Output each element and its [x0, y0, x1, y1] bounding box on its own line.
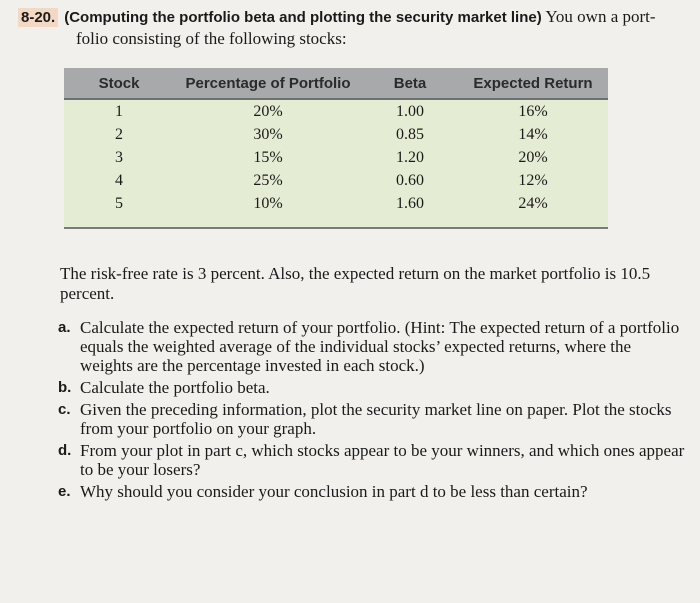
cell-beta: 0.60 — [362, 169, 458, 192]
cell-beta: 1.00 — [362, 99, 458, 123]
question-label: e. — [58, 483, 71, 500]
cell-beta: 1.20 — [362, 146, 458, 169]
question-label: a. — [58, 319, 71, 336]
question-text: Why should you consider your conclusion … — [80, 482, 588, 501]
cell-expected-return: 20% — [458, 146, 608, 169]
question-b: b. Calculate the portfolio beta. — [58, 378, 688, 397]
question-text: Calculate the expected return of your po… — [80, 318, 680, 375]
question-c: c. Given the preceding information, plot… — [58, 400, 688, 438]
table-row: 3 15% 1.20 20% — [64, 146, 608, 169]
table-row: 1 20% 1.00 16% — [64, 99, 608, 123]
question-text: From your plot in part c, which stocks a… — [80, 441, 685, 479]
cell-stock: 4 — [64, 169, 174, 192]
column-header-expected-return: Expected Return — [458, 68, 608, 100]
question-text: Given the preceding information, plot th… — [80, 400, 672, 438]
table-row: 2 30% 0.85 14% — [64, 123, 608, 146]
cell-percentage: 10% — [174, 192, 362, 229]
cell-expected-return: 12% — [458, 169, 608, 192]
cell-beta: 1.60 — [362, 192, 458, 229]
cell-stock: 3 — [64, 146, 174, 169]
cell-percentage: 25% — [174, 169, 362, 192]
column-header-beta: Beta — [362, 68, 458, 100]
question-text: Calculate the portfolio beta. — [80, 378, 270, 397]
cell-stock: 2 — [64, 123, 174, 146]
problem-heading-line: 8-20. (Computing the portfolio beta and p… — [18, 6, 688, 28]
cell-expected-return: 14% — [458, 123, 608, 146]
cell-beta: 0.85 — [362, 123, 458, 146]
problem-number: 8-20. — [18, 8, 59, 27]
table-row: 4 25% 0.60 12% — [64, 169, 608, 192]
problem-header: 8-20. (Computing the portfolio beta and p… — [18, 6, 688, 49]
problem-intro-line1: You own a port- — [545, 7, 656, 26]
question-list: a. Calculate the expected return of your… — [58, 318, 688, 504]
table-header-row: Stock Percentage of Portfolio Beta Expec… — [64, 68, 608, 100]
cell-percentage: 20% — [174, 99, 362, 123]
cell-stock: 1 — [64, 99, 174, 123]
cell-expected-return: 16% — [458, 99, 608, 123]
cell-stock: 5 — [64, 192, 174, 229]
problem-intro-line2: folio consisting of the following stocks… — [76, 29, 347, 48]
question-label: d. — [58, 442, 72, 459]
problem-body: The risk-free rate is 3 percent. Also, t… — [60, 264, 680, 311]
problem-title: (Computing the portfolio beta and plotti… — [64, 9, 542, 26]
cell-expected-return: 24% — [458, 192, 608, 229]
question-a: a. Calculate the expected return of your… — [58, 318, 688, 375]
risk-free-rate-text: The risk-free rate is 3 percent. Also, t… — [60, 264, 651, 303]
column-header-percentage: Percentage of Portfolio — [174, 68, 362, 100]
stocks-table: Stock Percentage of Portfolio Beta Expec… — [64, 68, 608, 229]
cell-percentage: 15% — [174, 146, 362, 169]
cell-percentage: 30% — [174, 123, 362, 146]
column-header-stock: Stock — [64, 68, 174, 100]
question-d: d. From your plot in part c, which stock… — [58, 441, 688, 479]
stocks-table-wrap: Stock Percentage of Portfolio Beta Expec… — [64, 68, 608, 240]
question-label: b. — [58, 379, 72, 396]
question-e: e. Why should you consider your conclusi… — [58, 482, 688, 501]
question-label: c. — [58, 401, 71, 418]
table-row: 5 10% 1.60 24% — [64, 192, 608, 229]
